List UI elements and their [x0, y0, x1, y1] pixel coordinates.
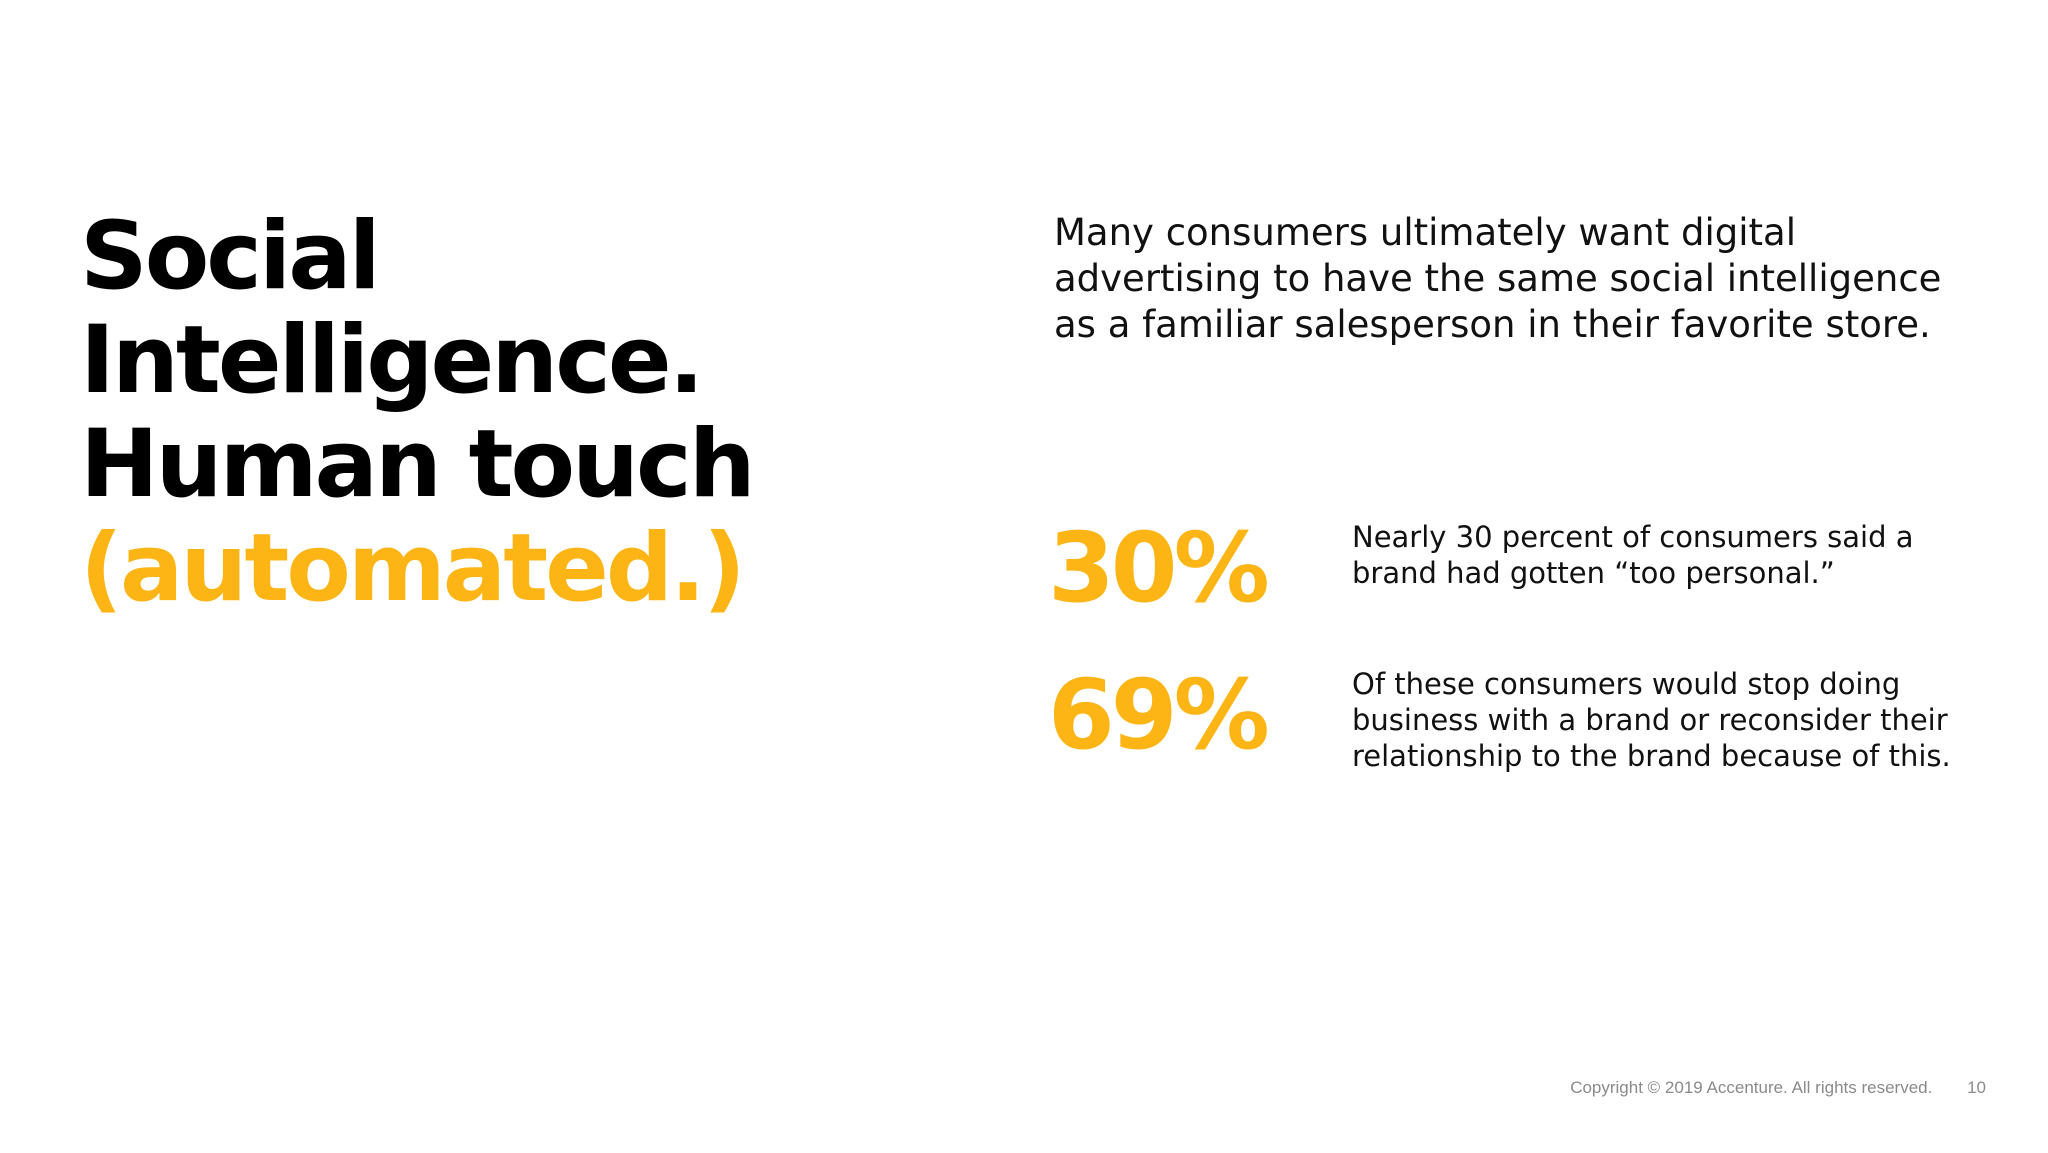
headline-line-intelligence: Intelligence.	[80, 306, 704, 415]
headline-line-automated: (automated.)	[80, 514, 746, 623]
stat-block-30-percent: 30% Nearly 30 percent of consumers said …	[1048, 513, 1998, 643]
slide-headline: Social Intelligence. Human touch (automa…	[80, 205, 980, 621]
stat-value: 69%	[1048, 659, 1270, 771]
stat-block-69-percent: 69% Of these consumers would stop doing …	[1048, 660, 1998, 790]
headline-line-social: Social	[80, 202, 381, 311]
headline-line-human-touch: Human touch	[80, 410, 756, 519]
slide-footer: Copyright © 2019 Accenture. All rights r…	[1570, 1078, 1986, 1098]
stat-value: 30%	[1048, 512, 1270, 624]
page-number: 10	[1967, 1078, 1986, 1097]
stat-description: Nearly 30 percent of consumers said a br…	[1352, 520, 1914, 590]
stat-description: Of these consumers would stop doing busi…	[1352, 667, 1951, 773]
intro-paragraph: Many consumers ultimately want digital a…	[1054, 211, 1942, 346]
copyright-notice: Copyright © 2019 Accenture. All rights r…	[1570, 1078, 1933, 1097]
